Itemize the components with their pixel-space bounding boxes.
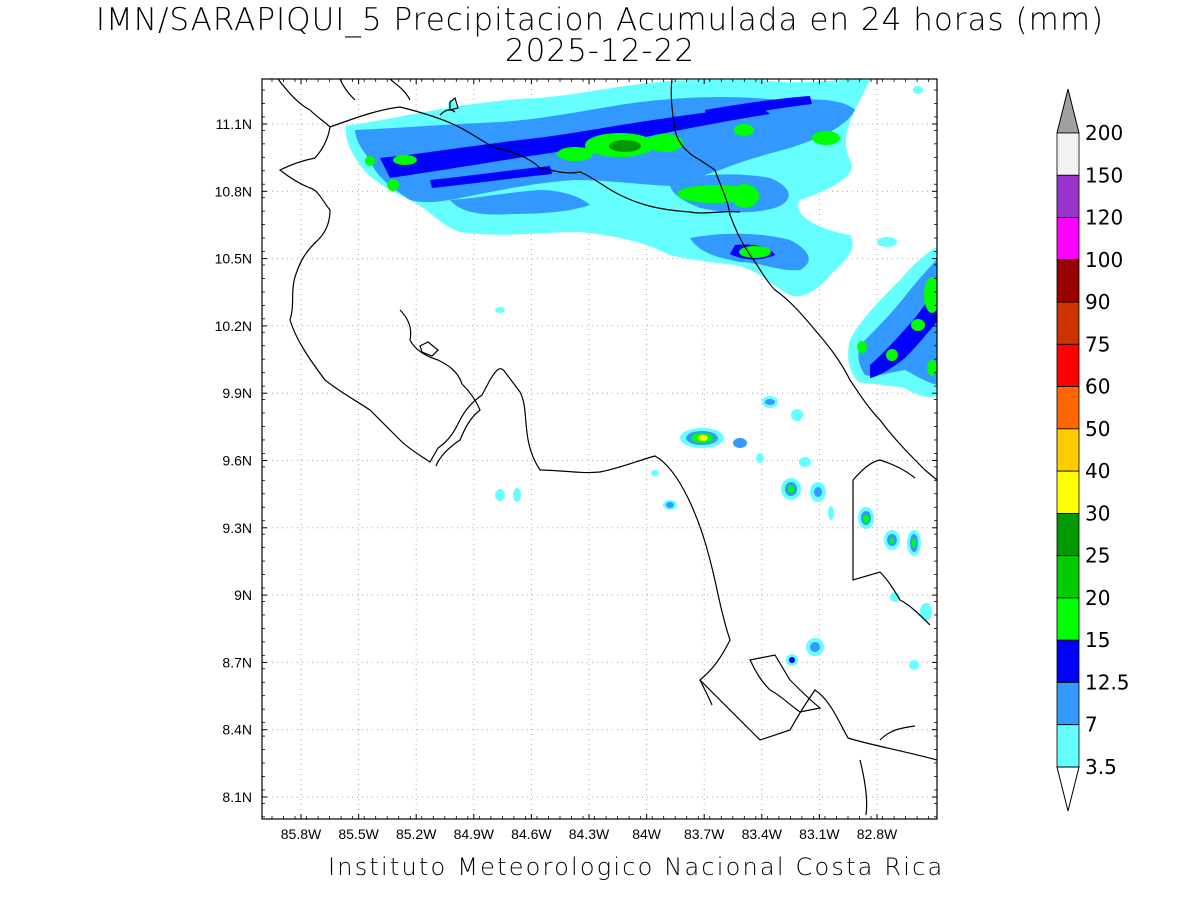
colorbar-label: 90 [1085, 290, 1110, 314]
colorbar-label: 3.5 [1085, 755, 1117, 779]
colorbar-label: 40 [1085, 459, 1110, 483]
longitude-axis: 85.8W 85.5W 85.2W 84.9W 84.6W 84.3W 84W 83.7W 83… [271, 79, 930, 842]
colorbar-label: 120 [1085, 206, 1123, 230]
colorbar-label: 30 [1085, 501, 1110, 525]
colorbar-swatch [1056, 428, 1080, 472]
colorbar-swatch [1056, 639, 1080, 683]
colorbar-swatch [1056, 343, 1080, 388]
colorbar-legend: 200 150 120 100 90 75 60 50 40 30 25 20 15 12.5 7 3.5 [1056, 88, 1130, 812]
precipitation-field [345, 79, 937, 670]
colorbar-swatch [1056, 132, 1080, 176]
map-gridlines [262, 79, 937, 819]
colorbar-swatch [1056, 470, 1080, 514]
colorbar-label: 50 [1085, 417, 1110, 441]
lon-tick-label: 84W [632, 826, 662, 842]
lon-tick-label: 83.4W [742, 826, 783, 842]
colorbar-swatch [1056, 682, 1080, 726]
lat-tick-label: 10.2N [215, 318, 252, 334]
lat-tick-label: 8.7N [222, 654, 252, 670]
lat-tick-label: 9.9N [222, 385, 252, 401]
lat-tick-label: 10.8N [215, 183, 252, 199]
colorbar-bottom-arrow [1056, 766, 1080, 812]
colorbar-swatch [1056, 555, 1080, 599]
lat-tick-label: 9.6N [222, 453, 252, 469]
map-date: 2025-12-22 [504, 33, 696, 69]
colorbar-swatch [1056, 174, 1080, 218]
map-title: IMN/SARAPIQUI_5 Precipitacion Acumulada … [95, 2, 1105, 38]
colorbar-label: 60 [1085, 375, 1110, 399]
lon-tick-label: 84.3W [569, 826, 610, 842]
lat-tick-label: 10.5N [215, 251, 252, 267]
colorbar-label: 25 [1085, 544, 1110, 568]
lon-tick-label: 83.1W [799, 826, 840, 842]
colorbar-label: 12.5 [1085, 670, 1130, 694]
colorbar-label: 150 [1085, 163, 1123, 187]
colorbar-swatch [1056, 724, 1080, 768]
latitude-axis: 11.1N 10.8N 10.5N 10.2N 9.9N 9.6N 9.3N 9N 8.7N 8.… [215, 89, 937, 818]
colorbar-label: 20 [1085, 586, 1110, 610]
colorbar-swatch [1056, 386, 1080, 430]
lon-tick-label: 84.9W [454, 826, 495, 842]
colorbar-swatch [1056, 301, 1080, 345]
lat-tick-label: 8.1N [222, 789, 252, 805]
colorbar-swatch [1056, 597, 1080, 641]
colorbar-top-arrow [1056, 88, 1080, 134]
lon-tick-label: 82.8W [857, 826, 898, 842]
colorbar-label: 75 [1085, 332, 1110, 356]
lat-tick-label: 9.3N [222, 520, 252, 536]
lon-tick-label: 85.5W [338, 826, 379, 842]
colorbar-label: 200 [1085, 121, 1123, 145]
colorbar-swatch [1056, 259, 1080, 303]
colorbar-swatch [1056, 217, 1080, 261]
footer-credit: Instituto Meteorologico Nacional Costa R… [328, 853, 945, 881]
plot-frame [261, 78, 938, 820]
lon-tick-label: 83.7W [684, 826, 725, 842]
colorbar-swatch [1056, 513, 1080, 557]
colorbar-label: 100 [1085, 248, 1123, 272]
lat-tick-label: 11.1N [216, 116, 252, 132]
colorbar-label: 15 [1085, 628, 1110, 652]
lon-tick-label: 85.2W [396, 826, 437, 842]
lat-tick-label: 8.4N [222, 722, 252, 738]
lon-tick-label: 85.8W [281, 826, 322, 842]
lat-tick-label: 9N [234, 587, 252, 603]
lon-tick-label: 84.6W [511, 826, 552, 842]
colorbar-label: 7 [1085, 713, 1098, 737]
